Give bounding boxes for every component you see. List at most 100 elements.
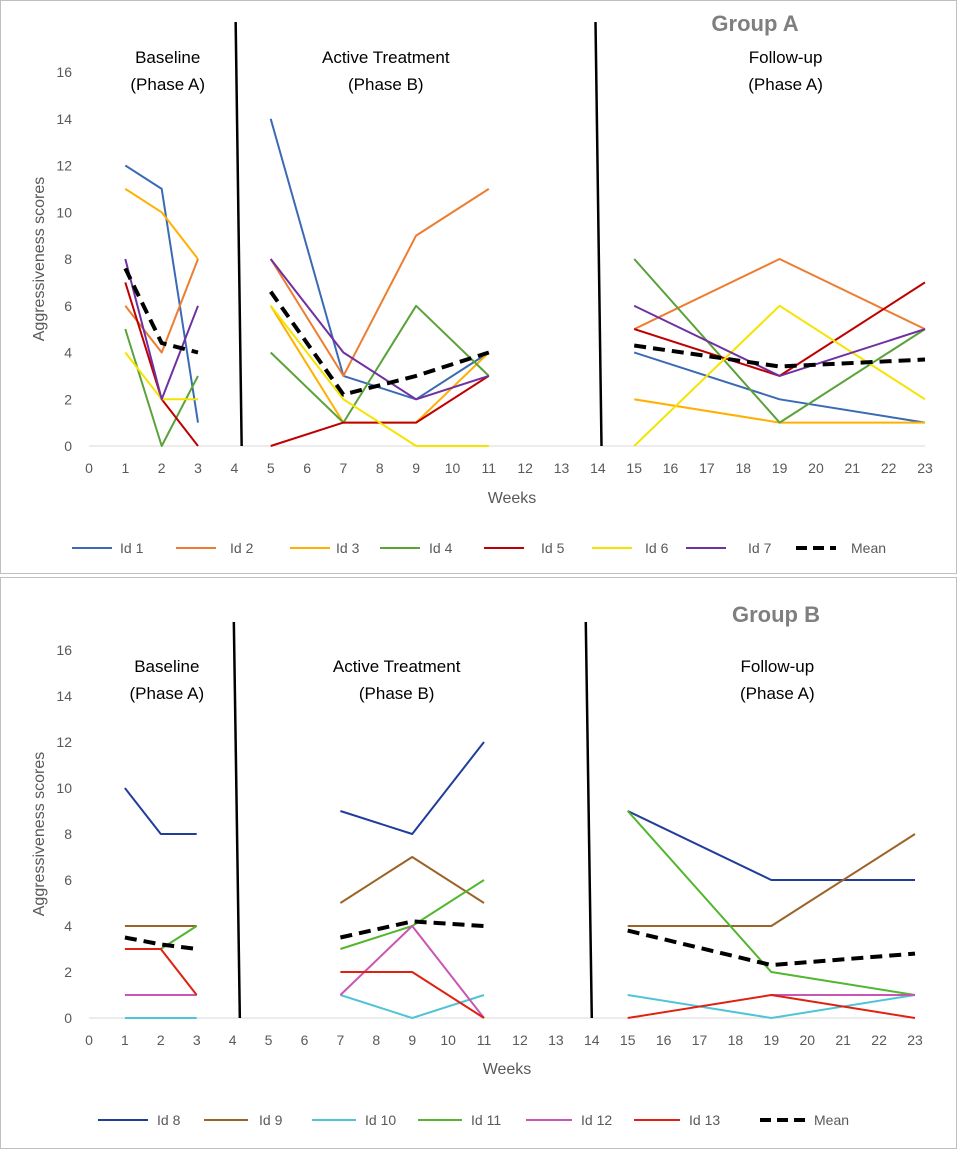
series-line-mean (633, 343, 926, 369)
x-tick-label: 4 (230, 460, 238, 476)
x-tick-label: 6 (303, 460, 311, 476)
series-line-mean (627, 928, 916, 968)
series-line-mean (124, 935, 197, 951)
series-line-id-13 (627, 994, 916, 1019)
phase-label: (Phase A) (129, 684, 204, 703)
legend-label-id-10: Id 10 (365, 1112, 396, 1128)
group-b-panel: Group B 0 2 4 6 8 10 12 14 16 0 1 2 3 4 5 6 7 8 9 10 11 12 13 14… (0, 577, 957, 1149)
y-tick-label: 16 (56, 64, 72, 80)
phase-label: (Phase B) (359, 684, 435, 703)
legend-label-id-4: Id 4 (429, 540, 453, 556)
x-tick-label: 17 (692, 1032, 708, 1048)
legend-label-id-2: Id 2 (230, 540, 254, 556)
phase-label: Follow-up (740, 657, 814, 676)
series-line-mean (123, 267, 199, 355)
y-tick-label: 6 (64, 298, 72, 314)
series-line-id-6 (633, 304, 926, 447)
group-a-panel: Group A 0 2 4 6 8 10 12 14 16 0 1 2 3 4 5 6 7 8 9 10 11 12 13 14… (0, 0, 957, 574)
y-tick-label: 12 (56, 158, 72, 174)
series-line-id-4 (633, 258, 926, 424)
x-tick-label: 13 (554, 460, 570, 476)
y-tick-label: 4 (64, 345, 72, 361)
x-tick-label: 4 (229, 1032, 237, 1048)
x-tick-label: 14 (590, 460, 606, 476)
legend-label-id-11: Id 11 (471, 1112, 501, 1128)
y-tick-label: 8 (64, 826, 72, 842)
phase-label: (Phase A) (740, 684, 815, 703)
phase-divider-line (232, 621, 242, 1019)
x-tick-label: 20 (808, 460, 824, 476)
legend-label-id-6: Id 6 (645, 540, 669, 556)
x-tick-label: 14 (584, 1032, 600, 1048)
y-tick-label: 10 (56, 780, 72, 796)
x-tick-label: 11 (477, 1032, 492, 1048)
series-line-id-8 (627, 810, 915, 881)
series-line-id-8 (124, 787, 197, 835)
x-tick-label: 1 (121, 1032, 129, 1048)
y-tick-label: 0 (64, 438, 72, 454)
x-tick-label: 22 (881, 460, 897, 476)
x-tick-label: 12 (517, 460, 533, 476)
phase-divider-line (594, 21, 603, 447)
x-axis-label: Weeks (483, 1061, 532, 1078)
y-tick-label: 14 (56, 111, 72, 127)
y-tick-label: 12 (56, 734, 72, 750)
y-axis-label: Aggressiveness scores (31, 177, 48, 342)
y-axis-label: Aggressiveness scores (31, 752, 48, 917)
series-line-id-9 (627, 833, 916, 927)
series-line-id-1 (124, 164, 199, 423)
x-tick-label: 18 (735, 460, 751, 476)
phase-divider-line (584, 621, 594, 1019)
x-tick-label: 7 (340, 460, 348, 476)
series-line-id-9 (339, 856, 485, 904)
phase-label: Baseline (134, 657, 199, 676)
series-line-id-13 (340, 971, 485, 1019)
x-tick-label: 5 (265, 1032, 273, 1048)
y-tick-label: 6 (64, 872, 72, 888)
x-tick-label: 9 (412, 460, 420, 476)
phase-label: Follow-up (749, 48, 823, 67)
legend-label-mean: Mean (851, 540, 886, 556)
series-line-id-8 (340, 741, 485, 835)
x-tick-label: 22 (871, 1032, 887, 1048)
x-tick-label: 10 (440, 1032, 456, 1048)
chart-title: Group B (732, 602, 820, 627)
y-tick-label: 10 (56, 204, 72, 220)
legend-label-id-3: Id 3 (336, 540, 360, 556)
x-tick-label: 21 (835, 1032, 851, 1048)
x-tick-label: 19 (772, 460, 788, 476)
x-tick-label: 7 (336, 1032, 344, 1048)
x-tick-label: 9 (408, 1032, 416, 1048)
series-line-id-1 (269, 118, 490, 401)
x-tick-label: 19 (764, 1032, 780, 1048)
x-tick-label: 0 (85, 460, 93, 476)
series-line-id-2 (269, 188, 490, 377)
x-tick-label: 10 (445, 460, 461, 476)
series-line-id-4 (270, 304, 490, 424)
x-tick-label: 13 (548, 1032, 564, 1048)
x-tick-label: 15 (620, 1032, 636, 1048)
x-axis-label: Weeks (488, 490, 537, 507)
y-tick-label: 0 (64, 1010, 72, 1026)
x-tick-label: 12 (512, 1032, 528, 1048)
series-line-id-10 (627, 994, 916, 1019)
legend-label-id-12: Id 12 (581, 1112, 612, 1128)
phase-label: Baseline (135, 48, 200, 67)
series-line-id-11 (626, 810, 916, 996)
y-tick-label: 16 (56, 642, 72, 658)
legend-label-mean: Mean (814, 1112, 849, 1128)
y-tick-label: 4 (64, 918, 72, 934)
legend-label-id-5: Id 5 (541, 540, 565, 556)
phase-label: (Phase B) (348, 75, 424, 94)
series-line-id-13 (124, 948, 198, 996)
series-line-id-7 (124, 258, 199, 401)
x-tick-label: 17 (699, 460, 715, 476)
x-tick-label: 18 (728, 1032, 744, 1048)
series-line-id-7 (269, 258, 490, 401)
legend-label-id-13: Id 13 (689, 1112, 720, 1128)
series-line-id-1 (633, 351, 926, 424)
x-tick-label: 6 (301, 1032, 309, 1048)
